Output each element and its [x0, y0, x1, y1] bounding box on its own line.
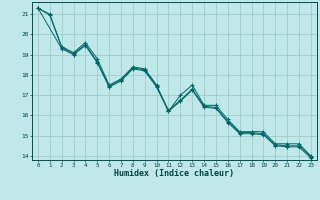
X-axis label: Humidex (Indice chaleur): Humidex (Indice chaleur): [115, 169, 234, 178]
